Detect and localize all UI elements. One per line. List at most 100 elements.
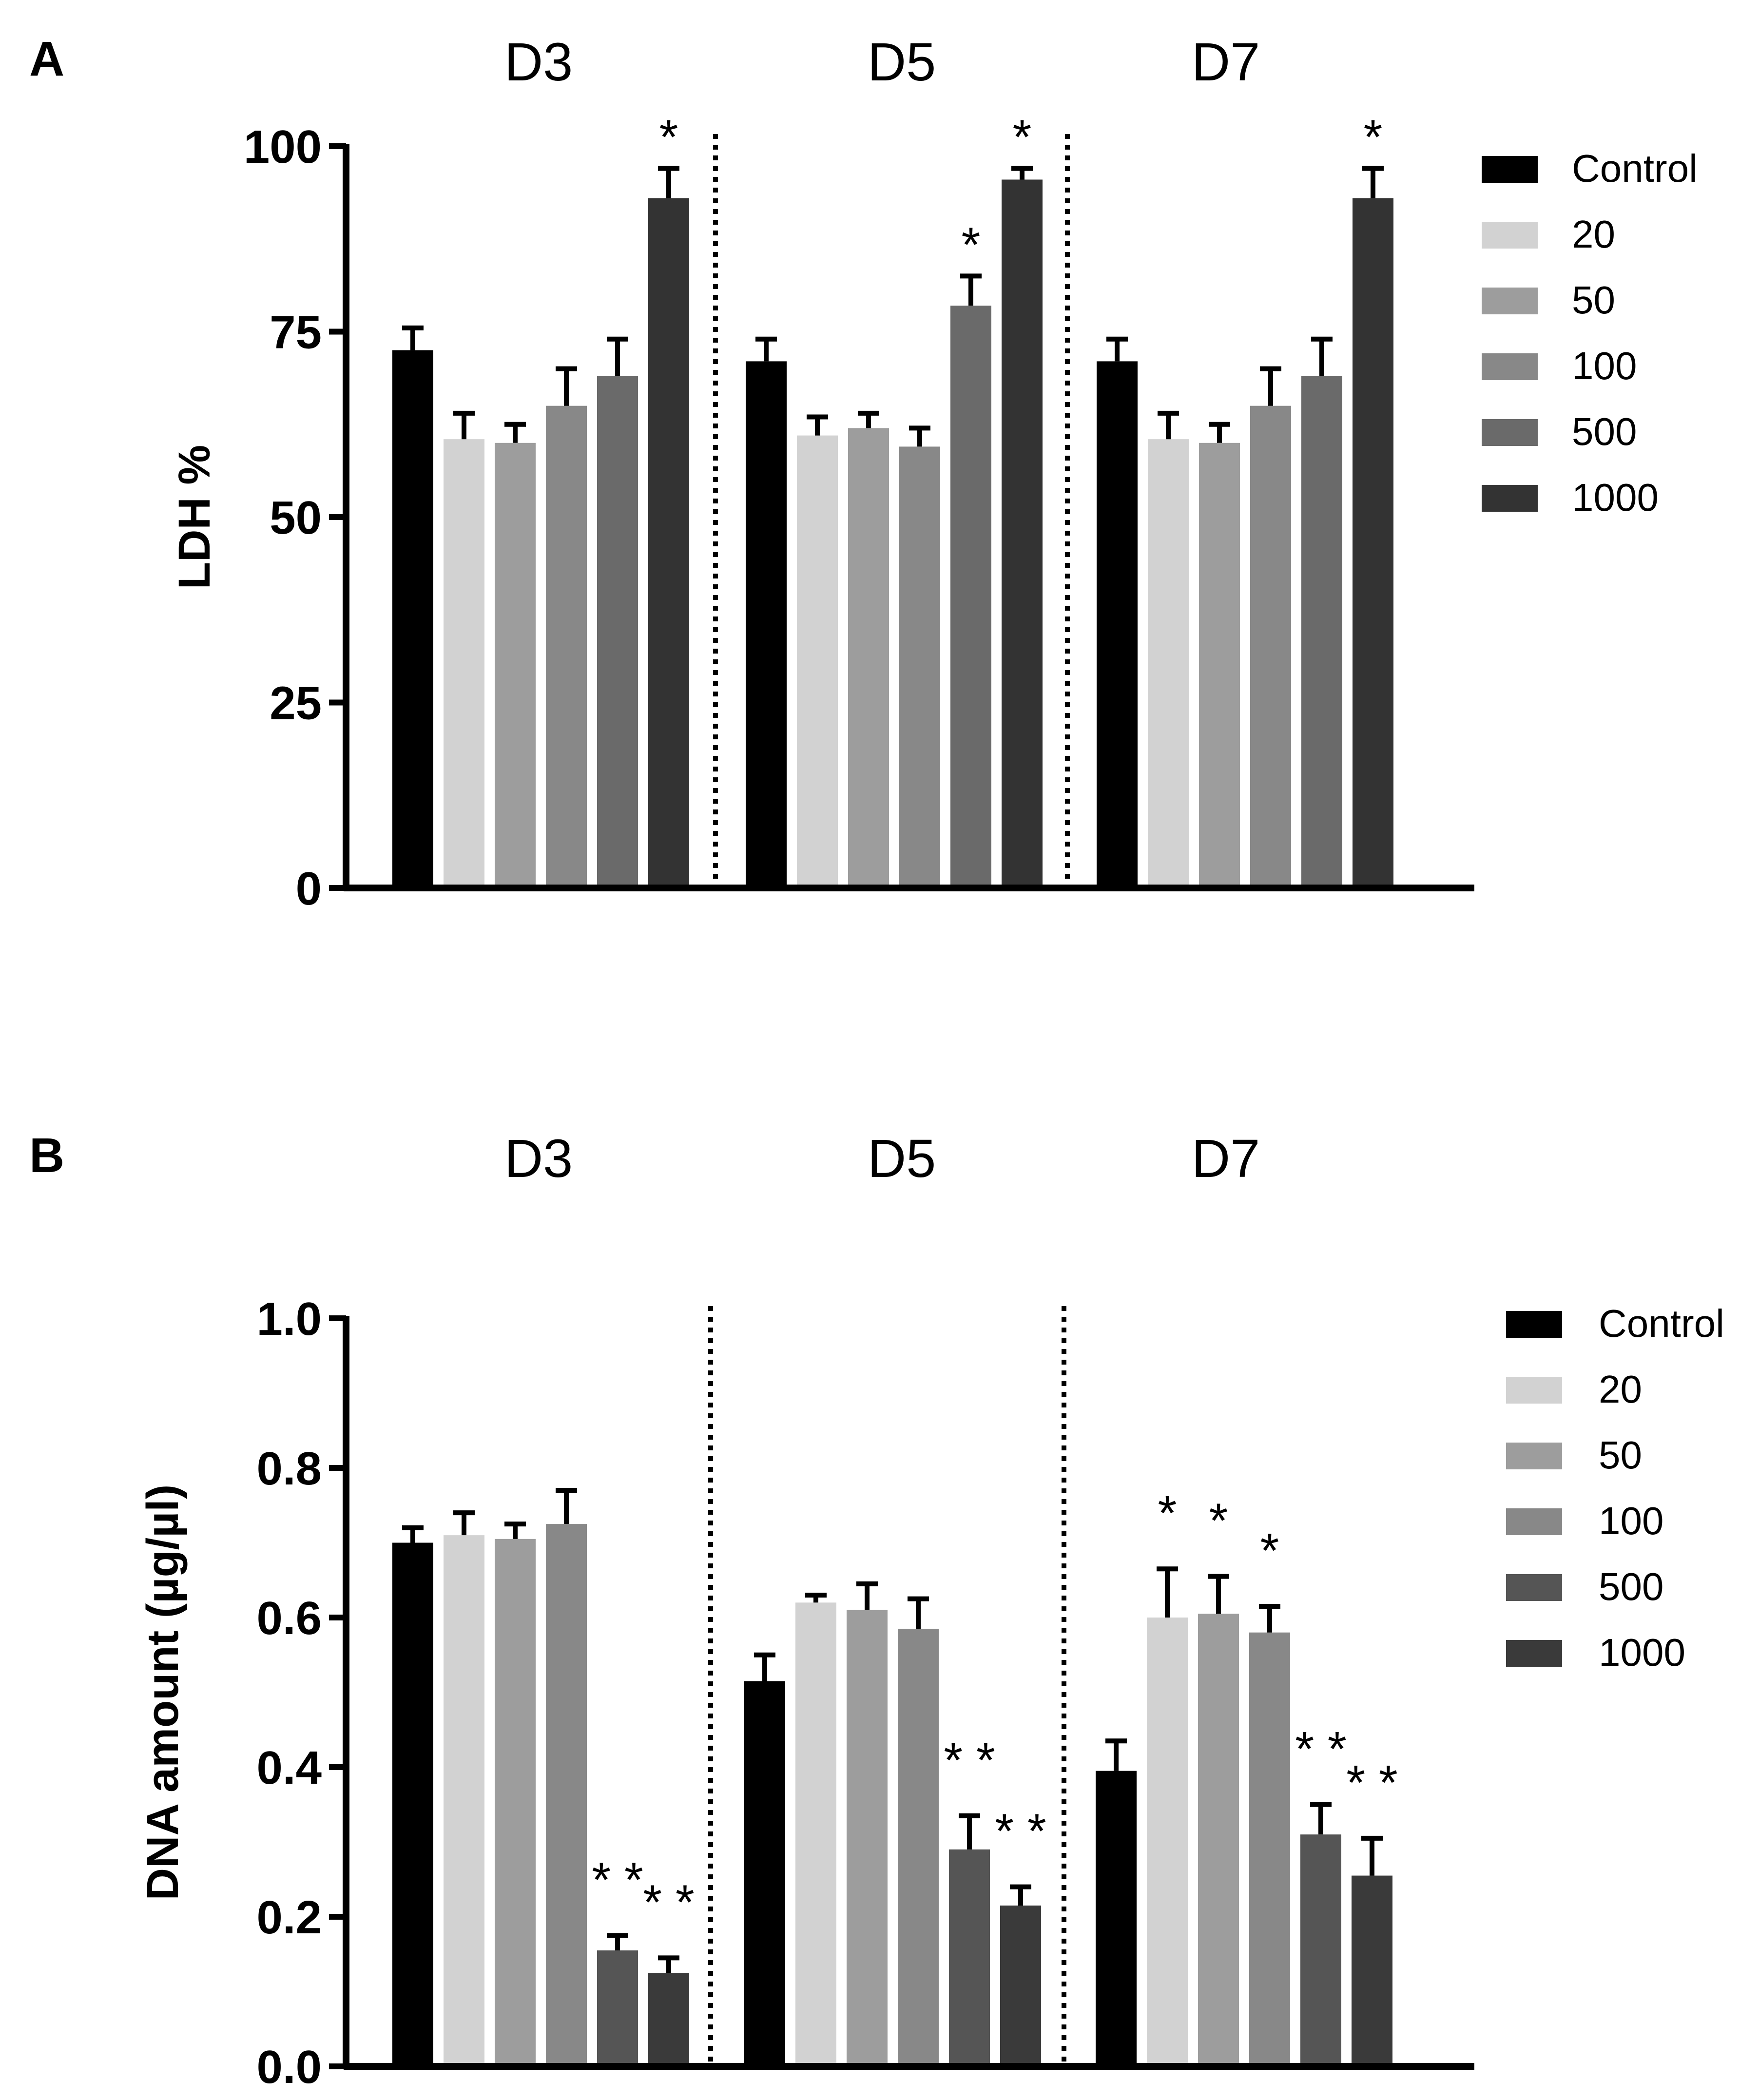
panel-label: A <box>29 32 64 86</box>
significance-marker: * * <box>995 1804 1046 1859</box>
legend-label: 20 <box>1572 212 1615 256</box>
bar-d5-500 <box>949 1849 990 2066</box>
significance-marker: * <box>659 110 678 165</box>
y-axis-title: LDH % <box>170 445 219 589</box>
bar-d7-1000 <box>1352 1875 1392 2066</box>
bar-d3-1000 <box>648 198 689 888</box>
bar-d3-500 <box>597 1950 638 2066</box>
bar-d5-500 <box>950 306 991 888</box>
bar-d7-500 <box>1300 1834 1341 2066</box>
legend-swatch <box>1506 1443 1562 1469</box>
y-tick-label: 0.6 <box>257 1592 322 1644</box>
bar-d5-50 <box>848 428 889 888</box>
y-tick-label: 0.4 <box>257 1742 322 1794</box>
legend-label: 1000 <box>1572 476 1659 519</box>
group-label-d5: D5 <box>868 32 936 92</box>
bar-d3-50 <box>495 1539 536 2066</box>
significance-marker: * <box>1364 110 1383 165</box>
bar-d7-50 <box>1198 1614 1239 2066</box>
y-tick-label: 0.2 <box>257 1891 322 1944</box>
bar-d7-20 <box>1147 1618 1188 2066</box>
y-tick-label: 0.0 <box>257 2041 322 2093</box>
legend-label: Control <box>1572 147 1698 190</box>
legend: Control 20 50 100 500 1000 <box>1482 147 1698 519</box>
legend-label: 500 <box>1572 410 1637 453</box>
group-label-d7: D7 <box>1192 1129 1260 1189</box>
legend-swatch <box>1506 1640 1562 1667</box>
bar-d5-1000 <box>1002 179 1043 888</box>
group-label-d7: D7 <box>1192 32 1260 92</box>
bar-d7-control <box>1096 1771 1137 2066</box>
legend-swatch <box>1482 485 1538 512</box>
bar-d7-50 <box>1199 443 1240 888</box>
bar-d7-20 <box>1148 439 1189 888</box>
y-tick-label: 75 <box>270 307 322 359</box>
bar-d7-500 <box>1301 376 1342 888</box>
bar-d7-100 <box>1249 1632 1290 2066</box>
y-axis-title: DNA amount (µg/µl) <box>138 1484 188 1901</box>
bar-d3-50 <box>495 443 536 888</box>
panel-label: B <box>29 1128 64 1183</box>
bar-d3-1000 <box>648 1973 689 2066</box>
legend-label: 50 <box>1599 1433 1642 1477</box>
significance-marker: * <box>1260 1523 1279 1578</box>
bar-d3-100 <box>546 1524 587 2066</box>
bar-d5-50 <box>847 1610 888 2066</box>
legend-label: 500 <box>1599 1565 1663 1608</box>
significance-marker: * * <box>643 1875 695 1929</box>
bar-d7-1000 <box>1353 198 1393 888</box>
bar-d5-control <box>746 361 787 888</box>
bar-d5-control <box>744 1681 785 2066</box>
y-tick-label: 25 <box>270 677 322 730</box>
legend-swatch <box>1506 1311 1562 1338</box>
legend-label: Control <box>1599 1302 1724 1345</box>
bar-d3-500 <box>597 376 638 888</box>
bar-d5-20 <box>797 435 838 888</box>
y-tick-label: 50 <box>270 492 322 544</box>
significance-marker: * <box>1209 1494 1228 1548</box>
significance-marker: * * <box>1295 1722 1347 1776</box>
bar-d3-20 <box>444 1535 484 2066</box>
bar-d3-20 <box>444 439 484 888</box>
y-tick-label: 100 <box>244 121 322 173</box>
bar-d5-100 <box>899 446 940 888</box>
bar-d3-100 <box>546 405 587 888</box>
legend-swatch <box>1482 222 1538 249</box>
bar-d7-100 <box>1250 405 1291 888</box>
group-label-d5: D5 <box>868 1129 936 1189</box>
group-label-d3: D3 <box>504 1129 573 1189</box>
significance-marker: * <box>1158 1486 1177 1541</box>
y-tick-label: 0 <box>296 863 322 915</box>
significance-marker: * <box>962 217 981 272</box>
legend-label: 100 <box>1572 344 1637 387</box>
significance-marker: * * <box>1346 1755 1398 1810</box>
legend-label: 50 <box>1572 278 1615 322</box>
legend: Control 20 50 100 500 1000 <box>1506 1302 1724 1674</box>
bar-d5-20 <box>795 1602 836 2066</box>
group-label-d3: D3 <box>504 32 573 92</box>
panel-a: A D3 D5 D7 * * * * 0 25 50 75 100 LDH % Control 20 50 100… <box>29 32 1698 915</box>
legend-swatch <box>1482 288 1538 314</box>
bar-d5-1000 <box>1000 1905 1041 2066</box>
bar-d5-100 <box>898 1629 939 2066</box>
bar-d3-control <box>392 1542 433 2066</box>
significance-marker: * * <box>944 1733 995 1788</box>
bar-d3-control <box>392 350 433 888</box>
legend-swatch <box>1482 419 1538 446</box>
panel-b: B D3 D5 D7* * * ** ** ** *** ** *0.00.20.40.6… <box>29 1128 1724 2093</box>
y-tick-label: 0.8 <box>257 1443 322 1495</box>
legend-swatch <box>1482 353 1538 380</box>
significance-marker: * * <box>592 1852 643 1907</box>
bar-d7-control <box>1097 361 1138 888</box>
significance-marker: * <box>1013 110 1032 165</box>
legend-label: 100 <box>1599 1499 1663 1542</box>
legend-swatch <box>1506 1377 1562 1404</box>
legend-label: 20 <box>1599 1368 1642 1411</box>
legend-swatch <box>1506 1508 1562 1535</box>
legend-label: 1000 <box>1599 1631 1685 1674</box>
y-tick-label: 1.0 <box>257 1293 322 1345</box>
legend-swatch <box>1506 1574 1562 1601</box>
legend-swatch <box>1482 156 1538 183</box>
